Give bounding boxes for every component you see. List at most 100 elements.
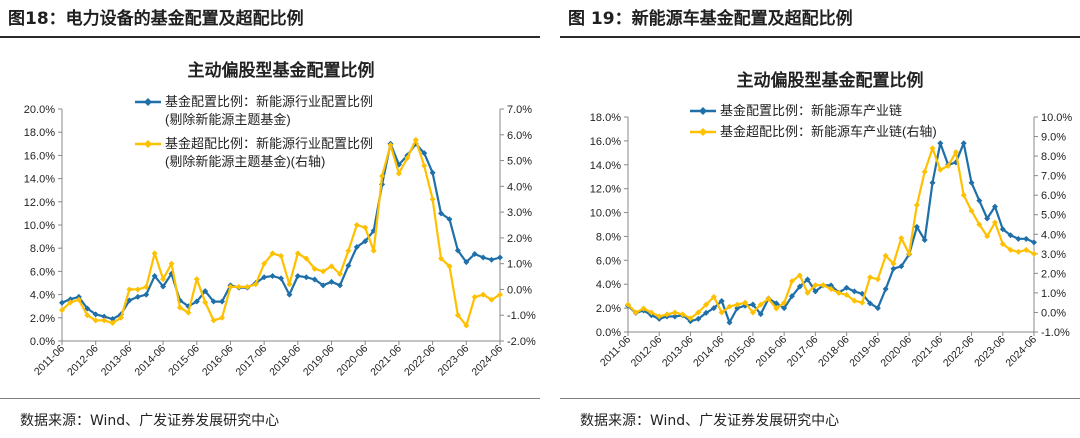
data-point-2 <box>898 235 905 242</box>
x-tick-label: 2020-06 <box>335 343 371 379</box>
y-left-tick-label: 4.0% <box>30 290 55 302</box>
y-right-tick-label: 1.0% <box>507 259 532 271</box>
chart-title: 主动偏股型基金配置比例 <box>188 60 375 80</box>
data-point-2 <box>219 314 226 321</box>
data-point-1 <box>898 263 905 270</box>
data-point-1 <box>882 286 889 292</box>
data-point-2 <box>59 307 65 314</box>
figure-18-source: 数据来源：Wind、广发证券发展研究中心 <box>20 413 280 429</box>
y-left-tick-label: 0.0% <box>30 336 55 348</box>
data-point-2 <box>117 314 124 321</box>
data-point-1 <box>976 197 983 204</box>
data-point-1 <box>726 319 733 326</box>
data-point-1 <box>1007 232 1014 239</box>
data-point-2 <box>176 304 183 311</box>
data-point-2 <box>126 286 133 293</box>
data-point-2 <box>202 299 209 306</box>
x-tick-label: 2024-06 <box>469 343 505 379</box>
data-point-2 <box>463 322 470 329</box>
chart-19-svg: 主动偏股型基金配置比例 0.0% 2.0% 4.0% 6.0% 8.0% 10.0% 12.0… <box>590 70 1073 370</box>
legend-marker-1 <box>144 98 152 106</box>
data-point-2 <box>278 252 284 259</box>
data-point-2 <box>488 296 495 303</box>
legend-label-2: 基金超配比例：新能源行业配置比例 <box>165 136 373 151</box>
data-point-1 <box>921 237 928 244</box>
y-right-tick-label: 3.0% <box>507 207 532 219</box>
y-right-tick-label: 3.0% <box>1041 249 1066 261</box>
y-left-tick-label: 6.0% <box>596 255 621 267</box>
x-tick-label: 2013-06 <box>99 343 135 379</box>
data-point-2 <box>890 260 897 267</box>
data-point-2 <box>387 142 394 149</box>
data-point-2 <box>438 255 445 262</box>
data-point-2 <box>976 221 983 228</box>
data-point-1 <box>421 150 428 157</box>
data-point-2 <box>75 296 82 303</box>
data-point-2 <box>757 301 764 308</box>
data-point-1 <box>851 288 858 295</box>
data-point-1 <box>59 299 65 306</box>
data-point-2 <box>151 250 158 257</box>
y-left-tick-label: 4.0% <box>596 279 621 291</box>
data-point-1 <box>143 291 150 298</box>
data-point-1 <box>101 313 108 320</box>
data-point-2 <box>497 291 503 298</box>
data-point-2 <box>625 301 631 308</box>
data-point-1 <box>126 297 133 304</box>
data-point-1 <box>480 254 487 261</box>
data-point-2 <box>921 168 928 175</box>
data-point-1 <box>991 203 998 210</box>
data-point-2 <box>726 303 733 310</box>
data-point-2 <box>345 247 352 254</box>
data-point-2 <box>328 263 335 270</box>
data-point-1 <box>804 276 811 283</box>
title-divider <box>560 36 1080 38</box>
data-point-1 <box>151 273 158 280</box>
data-point-1 <box>1015 235 1022 242</box>
data-point-2 <box>679 311 686 318</box>
x-tick-label: 2012-06 <box>65 343 101 379</box>
y-right-tick-label: 10.0% <box>1041 112 1072 124</box>
y-right-tick-label: 6.0% <box>507 130 532 142</box>
data-point-1 <box>960 140 967 147</box>
data-point-2 <box>370 247 377 254</box>
data-point-2 <box>168 260 175 267</box>
data-point-1 <box>193 298 200 305</box>
data-point-2 <box>480 291 487 298</box>
data-point-2 <box>656 313 663 320</box>
series-line-1 <box>627 142 1035 324</box>
y-right-tick-label: 0.0% <box>1041 307 1066 319</box>
data-point-1 <box>109 315 116 322</box>
x-tick-label: 2017-06 <box>785 334 821 370</box>
data-point-1 <box>734 305 741 312</box>
data-point-2 <box>244 283 251 290</box>
data-point-2 <box>362 224 369 231</box>
data-point-2 <box>286 281 293 288</box>
y-right-tick-label: 4.0% <box>507 181 532 193</box>
data-point-1 <box>336 282 343 289</box>
data-point-1 <box>749 301 756 308</box>
data-point-2 <box>336 270 343 277</box>
y-right-tick-label: 5.0% <box>1041 210 1066 222</box>
data-point-1 <box>353 244 360 251</box>
chart-18-svg: 主动偏股型基金配置比例 0.0% 2.0% 4.0% 6.0% 8.0% 10.0% 12.0… <box>24 60 536 379</box>
data-point-2 <box>1015 248 1022 255</box>
data-point-1 <box>796 283 803 290</box>
y-left-tick-label: 14.0% <box>590 160 621 172</box>
x-tick-label: 2023-06 <box>972 334 1008 370</box>
data-point-2 <box>446 263 453 270</box>
y-left-tick-label: 16.0% <box>590 136 621 148</box>
data-point-1 <box>718 297 725 304</box>
data-point-1 <box>160 283 167 290</box>
data-point-1 <box>311 276 318 283</box>
x-tick-label: 2022-06 <box>941 334 977 370</box>
y-right-tick-label: 9.0% <box>1041 132 1066 144</box>
figure-19-source: 数据来源：Wind、广发证券发展研究中心 <box>580 413 840 429</box>
data-point-2 <box>353 222 360 228</box>
x-tick-label: 2015-06 <box>166 343 202 379</box>
data-point-2 <box>227 283 234 290</box>
data-point-2 <box>404 154 411 161</box>
data-point-2 <box>429 196 436 203</box>
data-point-1 <box>937 140 944 147</box>
data-point-2 <box>781 299 788 306</box>
